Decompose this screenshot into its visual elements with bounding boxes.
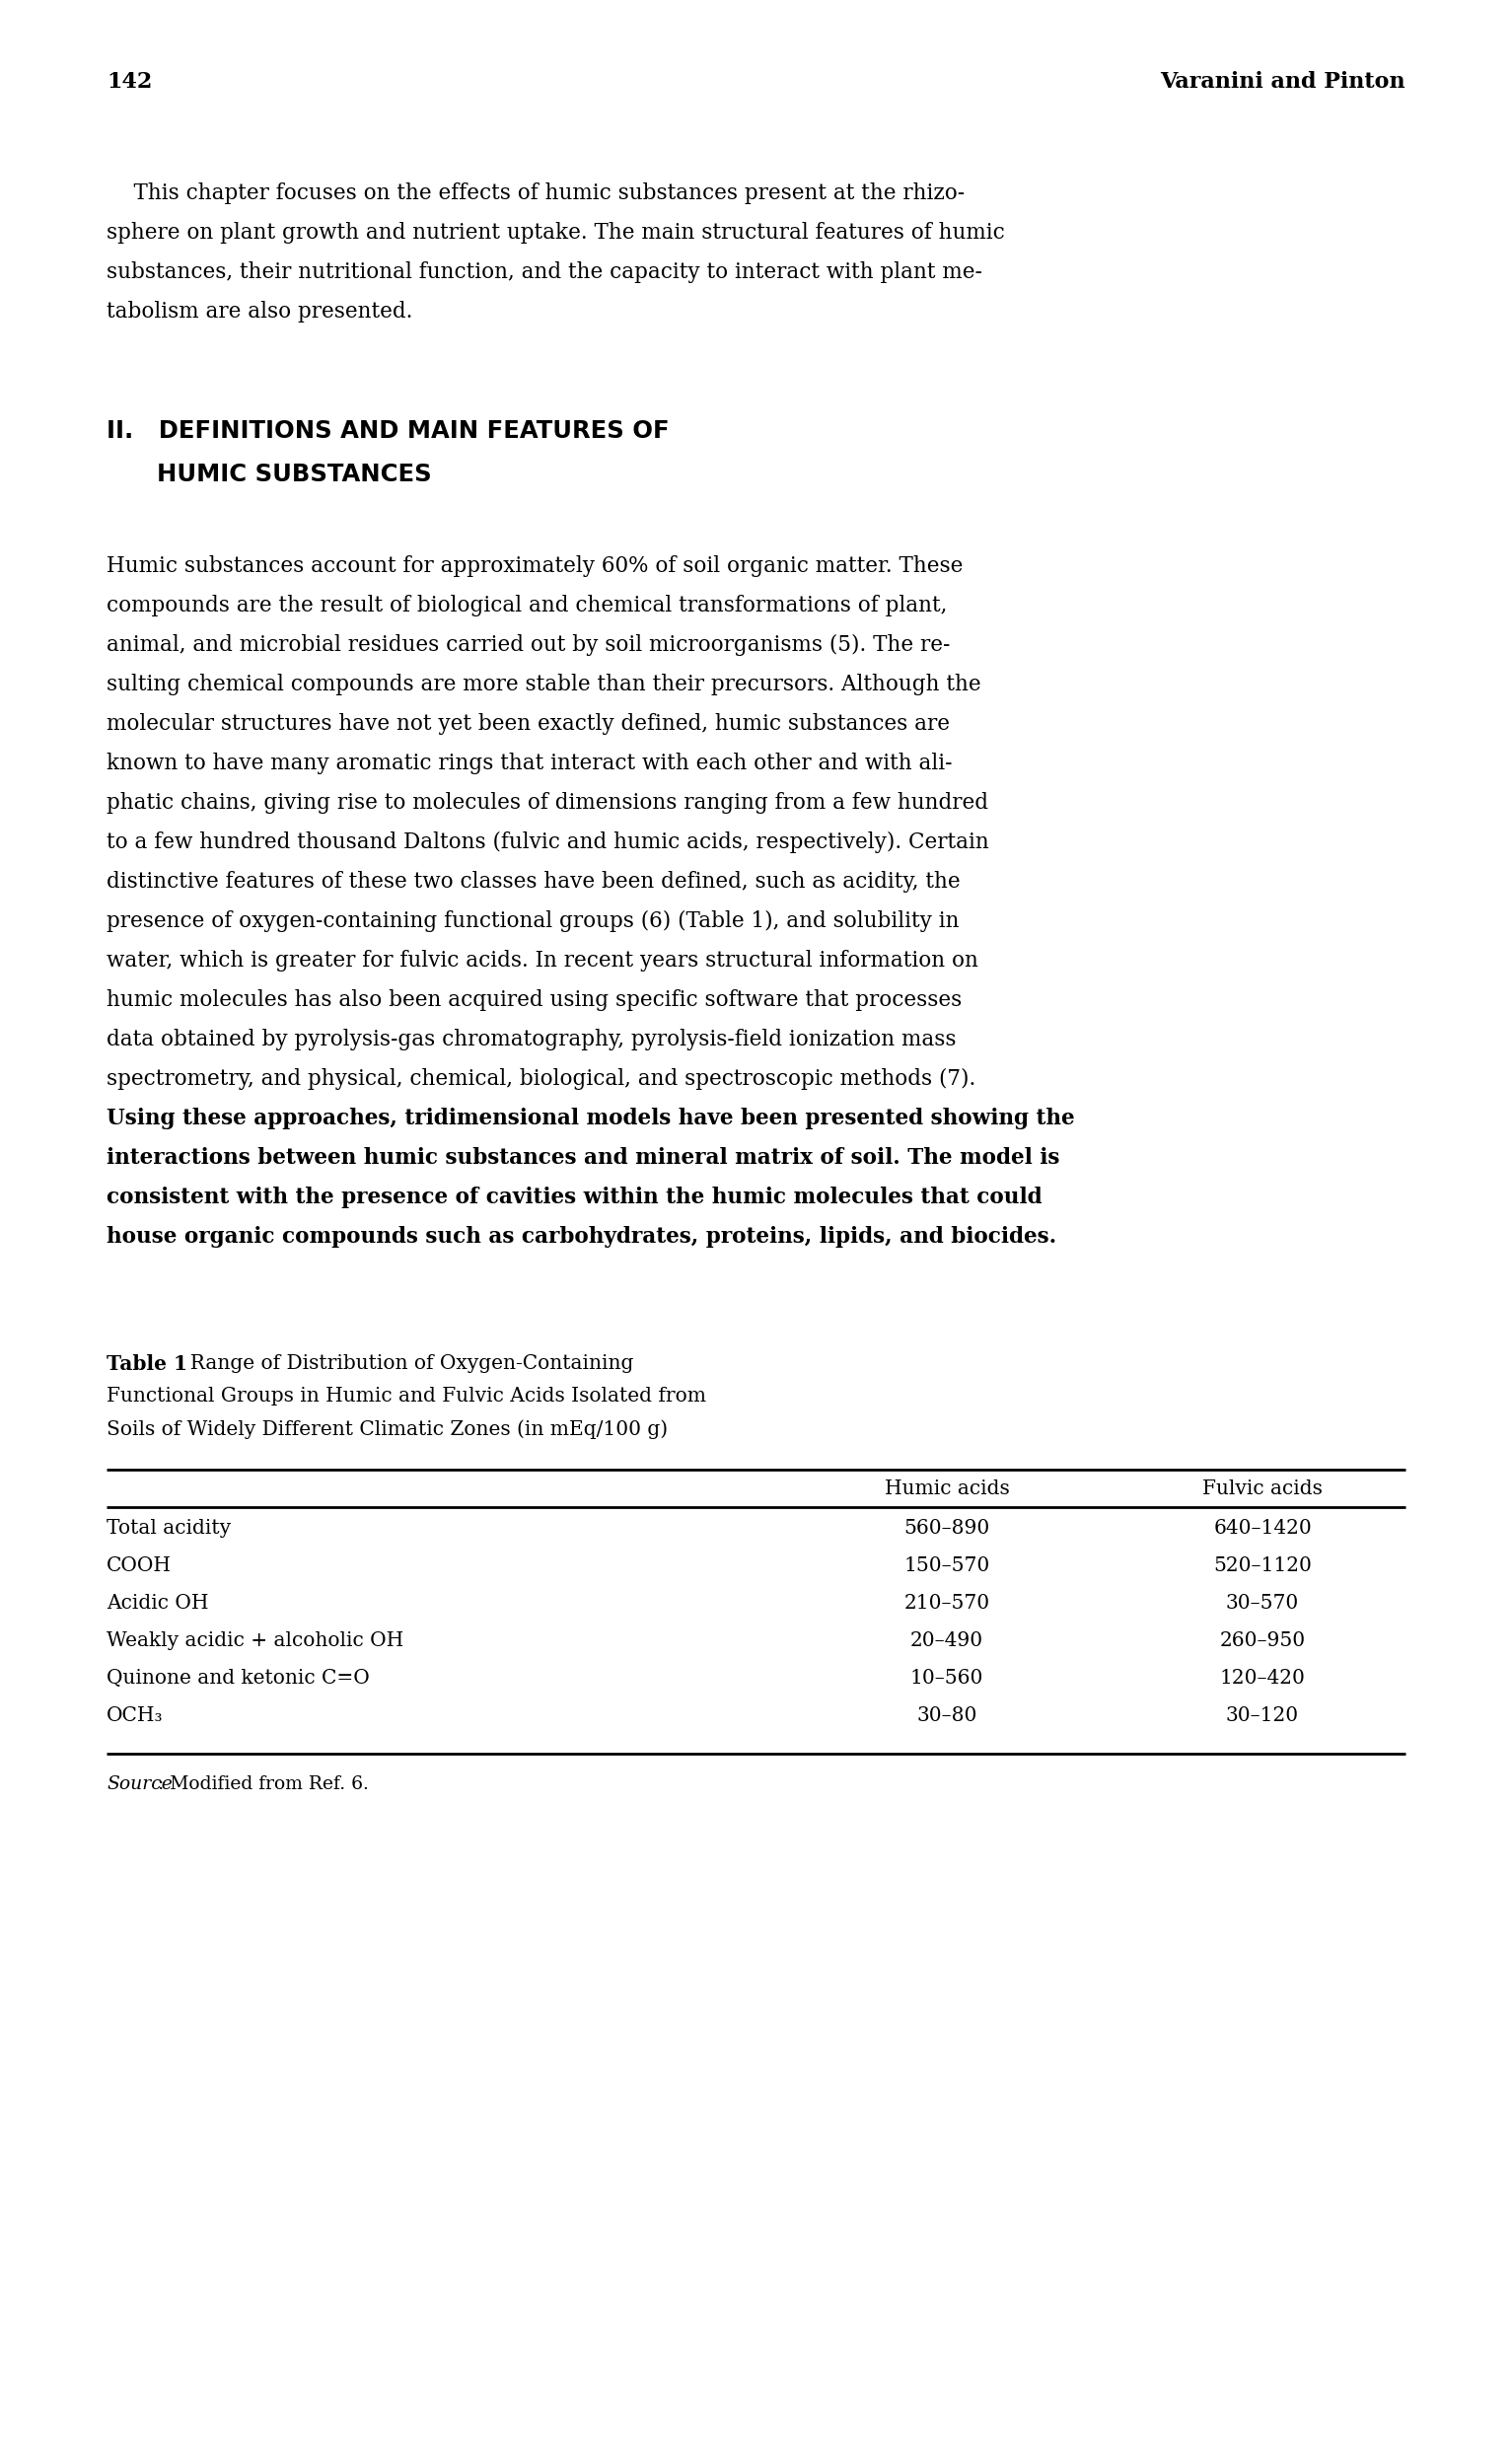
Text: Total acidity: Total acidity <box>106 1518 231 1537</box>
Text: to a few hundred thousand Daltons (fulvic and humic acids, respectively). Certai: to a few hundred thousand Daltons (fulvi… <box>106 831 989 853</box>
Text: presence of oxygen-containing functional groups (6) (Table 1), and solubility in: presence of oxygen-containing functional… <box>106 910 959 932</box>
Text: house organic compounds such as carbohydrates, proteins, lipids, and biocides.: house organic compounds such as carbohyd… <box>106 1226 1057 1248</box>
Text: tabolism are also presented.: tabolism are also presented. <box>106 302 413 324</box>
Text: : Modified from Ref. 6.: : Modified from Ref. 6. <box>157 1775 369 1792</box>
Text: substances, their nutritional function, and the capacity to interact with plant : substances, their nutritional function, … <box>106 262 983 282</box>
Text: Acidic OH: Acidic OH <box>106 1594 209 1613</box>
Text: Table 1: Table 1 <box>106 1354 187 1373</box>
Text: Soils of Widely Different Climatic Zones (in mEq/100 g): Soils of Widely Different Climatic Zones… <box>106 1420 668 1439</box>
Text: sulting chemical compounds are more stable than their precursors. Although the: sulting chemical compounds are more stab… <box>106 674 981 696</box>
Text: Humic acids: Humic acids <box>885 1479 1010 1498</box>
Text: Fulvic acids: Fulvic acids <box>1202 1479 1323 1498</box>
Text: 520–1120: 520–1120 <box>1213 1557 1312 1574</box>
Text: 30–120: 30–120 <box>1226 1707 1299 1726</box>
Text: consistent with the presence of cavities within the humic molecules that could: consistent with the presence of cavities… <box>106 1187 1042 1209</box>
Text: Source: Source <box>106 1775 172 1792</box>
Text: distinctive features of these two classes have been defined, such as acidity, th: distinctive features of these two classe… <box>106 870 960 893</box>
Text: molecular structures have not yet been exactly defined, humic substances are: molecular structures have not yet been e… <box>106 714 950 736</box>
Text: spectrometry, and physical, chemical, biological, and spectroscopic methods (7).: spectrometry, and physical, chemical, bi… <box>106 1069 975 1091</box>
Text: 10–560: 10–560 <box>910 1670 983 1687</box>
Text: 210–570: 210–570 <box>904 1594 990 1613</box>
Text: 260–950: 260–950 <box>1220 1631 1305 1650</box>
Text: data obtained by pyrolysis-gas chromatography, pyrolysis-field ionization mass: data obtained by pyrolysis-gas chromatog… <box>106 1030 956 1049</box>
Text: phatic chains, giving rise to molecules of dimensions ranging from a few hundred: phatic chains, giving rise to molecules … <box>106 792 989 814</box>
Text: Quinone and ketonic C=O: Quinone and ketonic C=O <box>106 1670 369 1687</box>
Text: Varanini and Pinton: Varanini and Pinton <box>1160 71 1406 93</box>
Text: humic molecules has also been acquired using specific software that processes: humic molecules has also been acquired u… <box>106 988 962 1010</box>
Text: 142: 142 <box>106 71 153 93</box>
Text: animal, and microbial residues carried out by soil microorganisms (5). The re-: animal, and microbial residues carried o… <box>106 635 950 657</box>
Text: known to have many aromatic rings that interact with each other and with ali-: known to have many aromatic rings that i… <box>106 753 953 775</box>
Text: Weakly acidic + alcoholic OH: Weakly acidic + alcoholic OH <box>106 1631 404 1650</box>
Text: Range of Distribution of Oxygen-Containing: Range of Distribution of Oxygen-Containi… <box>177 1354 634 1373</box>
Text: sphere on plant growth and nutrient uptake. The main structural features of humi: sphere on plant growth and nutrient upta… <box>106 223 1005 243</box>
Text: 120–420: 120–420 <box>1220 1670 1305 1687</box>
Text: HUMIC SUBSTANCES: HUMIC SUBSTANCES <box>106 463 431 485</box>
Text: 30–570: 30–570 <box>1226 1594 1299 1613</box>
Text: 150–570: 150–570 <box>904 1557 990 1574</box>
Text: This chapter focuses on the effects of humic substances present at the rhizo-: This chapter focuses on the effects of h… <box>106 181 965 204</box>
Text: OCH₃: OCH₃ <box>106 1707 163 1726</box>
Text: Using these approaches, tridimensional models have been presented showing the: Using these approaches, tridimensional m… <box>106 1108 1075 1130</box>
Text: COOH: COOH <box>106 1557 172 1574</box>
Text: Functional Groups in Humic and Fulvic Acids Isolated from: Functional Groups in Humic and Fulvic Ac… <box>106 1388 706 1405</box>
Text: 30–80: 30–80 <box>916 1707 977 1726</box>
Text: II.   DEFINITIONS AND MAIN FEATURES OF: II. DEFINITIONS AND MAIN FEATURES OF <box>106 419 670 444</box>
Text: Humic substances account for approximately 60% of soil organic matter. These: Humic substances account for approximate… <box>106 554 963 576</box>
Text: 640–1420: 640–1420 <box>1213 1518 1311 1537</box>
Text: 20–490: 20–490 <box>910 1631 983 1650</box>
Text: interactions between humic substances and mineral matrix of soil. The model is: interactions between humic substances an… <box>106 1148 1060 1170</box>
Text: compounds are the result of biological and chemical transformations of plant,: compounds are the result of biological a… <box>106 596 947 615</box>
Text: water, which is greater for fulvic acids. In recent years structural information: water, which is greater for fulvic acids… <box>106 949 978 971</box>
Text: 560–890: 560–890 <box>904 1518 990 1537</box>
